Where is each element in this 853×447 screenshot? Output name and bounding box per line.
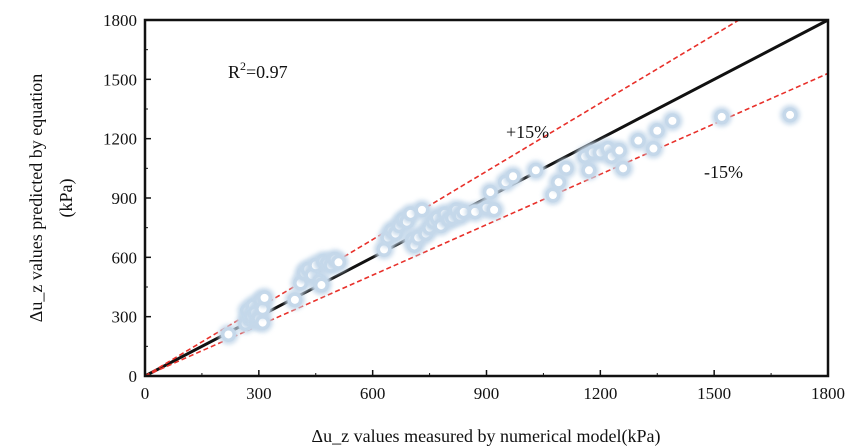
r-squared-value: =0.97 [246, 62, 288, 82]
y-tick-label: 600 [112, 248, 138, 267]
data-point [647, 120, 668, 141]
data-point [484, 199, 505, 220]
r-squared-base: R [228, 62, 240, 82]
data-point [643, 138, 664, 159]
y-axis-title: Δu_z values predicted by equation (kPa) [26, 74, 77, 323]
x-tick-label: 900 [474, 384, 500, 403]
y-tick-label: 0 [129, 367, 138, 386]
x-tick-label: 1800 [811, 384, 845, 403]
plot-frame [143, 18, 830, 378]
data-point [613, 158, 634, 179]
data-point [525, 160, 546, 181]
y-tick-label: 1200 [103, 130, 137, 149]
plus-15-label: +15% [506, 122, 549, 142]
x-tick-label: 1200 [583, 384, 617, 403]
y-axis-title-line1: Δu_z values predicted by equation [26, 74, 46, 323]
x-tick-label: 300 [246, 384, 272, 403]
data-point [252, 312, 273, 333]
data-point [254, 287, 275, 308]
data-point [480, 182, 501, 203]
y-axis-title-line2: (kPa) [56, 179, 77, 218]
x-tick-label: 0 [141, 384, 150, 403]
data-point [780, 104, 801, 125]
r-squared-annotation: R2=0.97 [228, 59, 288, 82]
data-point [284, 289, 305, 310]
data-point [311, 275, 332, 296]
x-axis-title: Δu_z values measured by numerical model(… [312, 426, 661, 447]
data-point [218, 324, 239, 345]
minus-15-label: -15% [704, 162, 743, 182]
data-points [218, 104, 801, 345]
x-tick-label: 1500 [697, 384, 731, 403]
tick-labels: 0 300 600 900 1200 1500 1800 0 300 600 900 1200 1500… [103, 11, 845, 403]
data-point [503, 166, 524, 187]
data-point [711, 106, 732, 127]
data-point [628, 130, 649, 151]
y-tick-label: 1500 [103, 70, 137, 89]
y-tick-label: 900 [112, 189, 138, 208]
data-point [556, 158, 577, 179]
data-point [609, 140, 630, 161]
y-tick-label: 1800 [103, 11, 137, 30]
y-tick-label: 300 [112, 308, 138, 327]
data-point [328, 252, 349, 273]
r-squared-superscript: 2 [240, 59, 246, 73]
x-tick-label: 600 [360, 384, 386, 403]
data-point [662, 110, 683, 131]
data-point [578, 160, 599, 181]
